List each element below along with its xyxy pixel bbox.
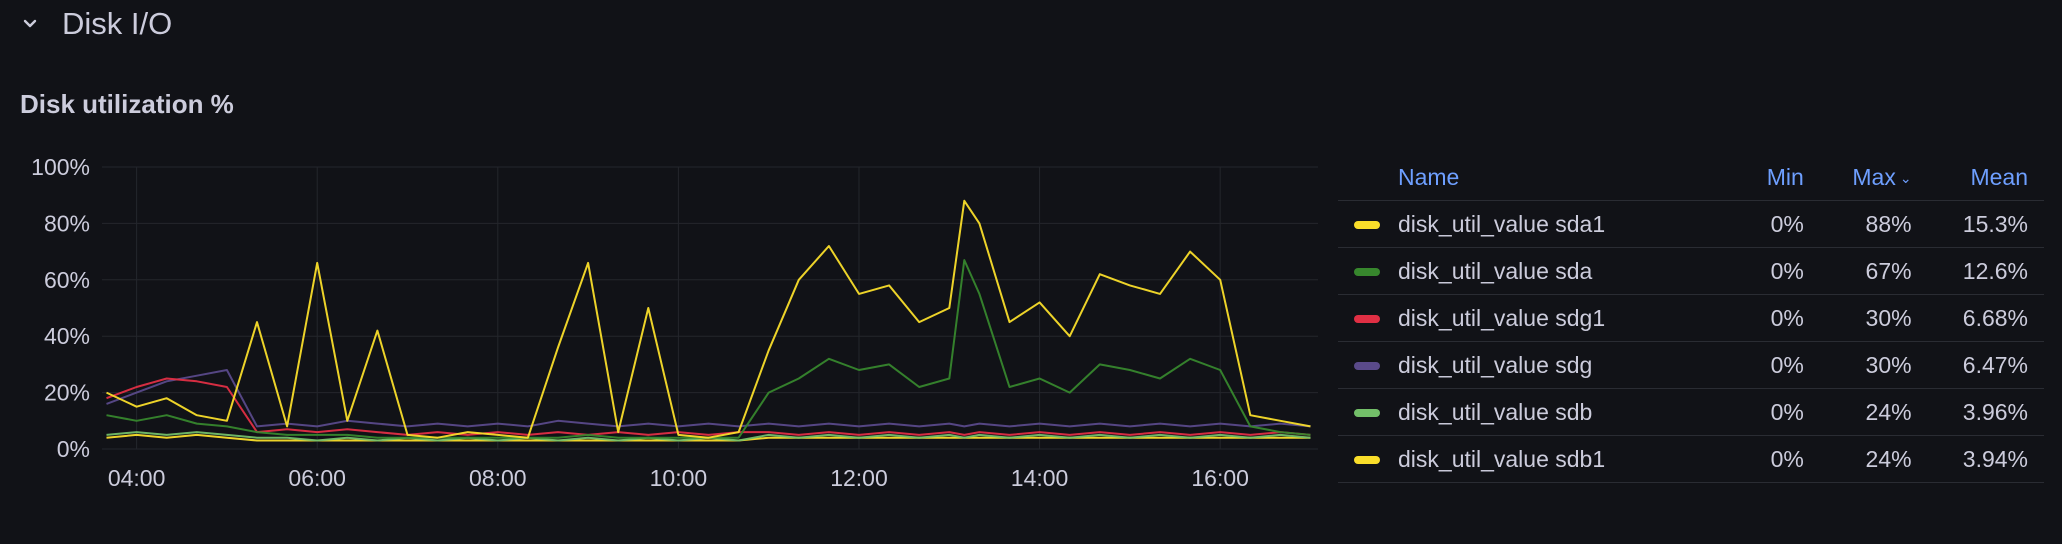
- legend-header-mean[interactable]: Mean: [1927, 154, 2044, 201]
- legend-series-label: disk_util_value sdg: [1398, 351, 1593, 378]
- x-tick-label: 08:00: [469, 465, 527, 491]
- legend-header-mean-label: Mean: [1970, 163, 2028, 190]
- legend-row[interactable]: disk_util_value sdg1 0% 30% 6.68%: [1338, 294, 2044, 342]
- series-color-swatch[interactable]: [1354, 268, 1380, 277]
- legend-max: 24%: [1819, 388, 1928, 436]
- legend-series-name[interactable]: disk_util_value sdg1: [1338, 294, 1744, 342]
- series-line-disk_util_value-sdg: [106, 369, 1311, 428]
- legend-series-label: disk_util_value sda1: [1398, 210, 1606, 237]
- legend-mean: 15.3%: [1927, 200, 2044, 248]
- legend-mean: 12.6%: [1927, 247, 2044, 295]
- row-header[interactable]: Disk I/O: [0, 0, 2062, 48]
- legend-min: 0%: [1743, 200, 1820, 248]
- legend-series-name[interactable]: disk_util_value sdb: [1338, 388, 1744, 436]
- legend-series-name[interactable]: disk_util_value sdg: [1338, 341, 1744, 389]
- legend-max: 30%: [1819, 294, 1928, 342]
- legend-table: Name Min Max ⌄ Mean disk_util_value sda1 …: [1338, 154, 2044, 483]
- x-tick-label: 12:00: [830, 465, 888, 491]
- legend-series-label: disk_util_value sdb1: [1398, 445, 1606, 472]
- legend-mean: 3.96%: [1927, 388, 2044, 436]
- legend-header-name-label: Name: [1398, 163, 1460, 190]
- series-color-swatch[interactable]: [1354, 456, 1380, 465]
- panel-title: Disk utilization %: [20, 89, 234, 119]
- y-tick-label: 20%: [44, 380, 90, 406]
- y-tick-label: 40%: [44, 323, 90, 349]
- legend-max: 88%: [1819, 200, 1928, 248]
- legend-min: 0%: [1743, 247, 1820, 295]
- legend-mean: 6.47%: [1927, 341, 2044, 389]
- y-tick-label: 0%: [57, 436, 90, 462]
- series-color-swatch[interactable]: [1354, 409, 1380, 418]
- legend-header-max-label: Max: [1852, 163, 1896, 190]
- x-tick-label: 04:00: [108, 465, 166, 491]
- legend-row[interactable]: disk_util_value sdb1 0% 24% 3.94%: [1338, 435, 2044, 483]
- legend-row[interactable]: disk_util_value sda1 0% 88% 15.3%: [1338, 200, 2044, 248]
- x-tick-label: 10:00: [650, 465, 708, 491]
- legend-header-name[interactable]: Name: [1338, 154, 1744, 201]
- legend-row[interactable]: disk_util_value sda 0% 67% 12.6%: [1338, 247, 2044, 295]
- chevron-down-icon: ⌄: [1899, 169, 1912, 186]
- y-tick-label: 100%: [31, 154, 90, 180]
- disk-utilization-chart[interactable]: 0% 20% 40% 60% 80% 100% 04:00 06:00 08:00 10:00 12…: [0, 150, 1330, 500]
- series-line-disk_util_value-sdb: [106, 431, 1311, 442]
- series-line-disk_util_value-sdg1: [106, 377, 1311, 436]
- legend-header-min[interactable]: Min: [1743, 154, 1820, 201]
- legend-series-name[interactable]: disk_util_value sda: [1338, 247, 1744, 295]
- legend-min: 0%: [1743, 294, 1820, 342]
- legend-row[interactable]: disk_util_value sdb 0% 24% 3.96%: [1338, 388, 2044, 436]
- legend-series-name[interactable]: disk_util_value sdb1: [1338, 435, 1744, 483]
- chevron-down-icon[interactable]: [20, 14, 40, 34]
- legend-min: 0%: [1743, 388, 1820, 436]
- y-tick-label: 80%: [44, 210, 90, 236]
- legend-mean: 6.68%: [1927, 294, 2044, 342]
- series-color-swatch[interactable]: [1354, 362, 1380, 371]
- legend-header-max[interactable]: Max ⌄: [1819, 154, 1928, 201]
- legend-row[interactable]: disk_util_value sdg 0% 30% 6.47%: [1338, 341, 2044, 389]
- legend-min: 0%: [1743, 435, 1820, 483]
- legend-max: 30%: [1819, 341, 1928, 389]
- x-tick-label: 14:00: [1011, 465, 1069, 491]
- x-tick-label: 06:00: [288, 465, 346, 491]
- legend-mean: 3.94%: [1927, 435, 2044, 483]
- legend-series-label: disk_util_value sdg1: [1398, 304, 1606, 331]
- series-line-disk_util_value-sda: [106, 259, 1311, 439]
- legend-series-label: disk_util_value sdb: [1398, 398, 1593, 425]
- legend-max: 67%: [1819, 247, 1928, 295]
- y-tick-label: 60%: [44, 267, 90, 293]
- legend-header-min-label: Min: [1766, 163, 1804, 190]
- series-color-swatch[interactable]: [1354, 221, 1380, 230]
- series-color-swatch[interactable]: [1354, 315, 1380, 324]
- legend-series-name[interactable]: disk_util_value sda1: [1338, 200, 1744, 248]
- legend-min: 0%: [1743, 341, 1820, 389]
- series-line-disk_util_value-sda1: [106, 199, 1311, 439]
- row-title: Disk I/O: [62, 6, 173, 41]
- legend-series-label: disk_util_value sda: [1398, 257, 1593, 284]
- legend-max: 24%: [1819, 435, 1928, 483]
- legend-header-row: Name Min Max ⌄ Mean: [1338, 154, 2044, 201]
- x-tick-label: 16:00: [1191, 465, 1249, 491]
